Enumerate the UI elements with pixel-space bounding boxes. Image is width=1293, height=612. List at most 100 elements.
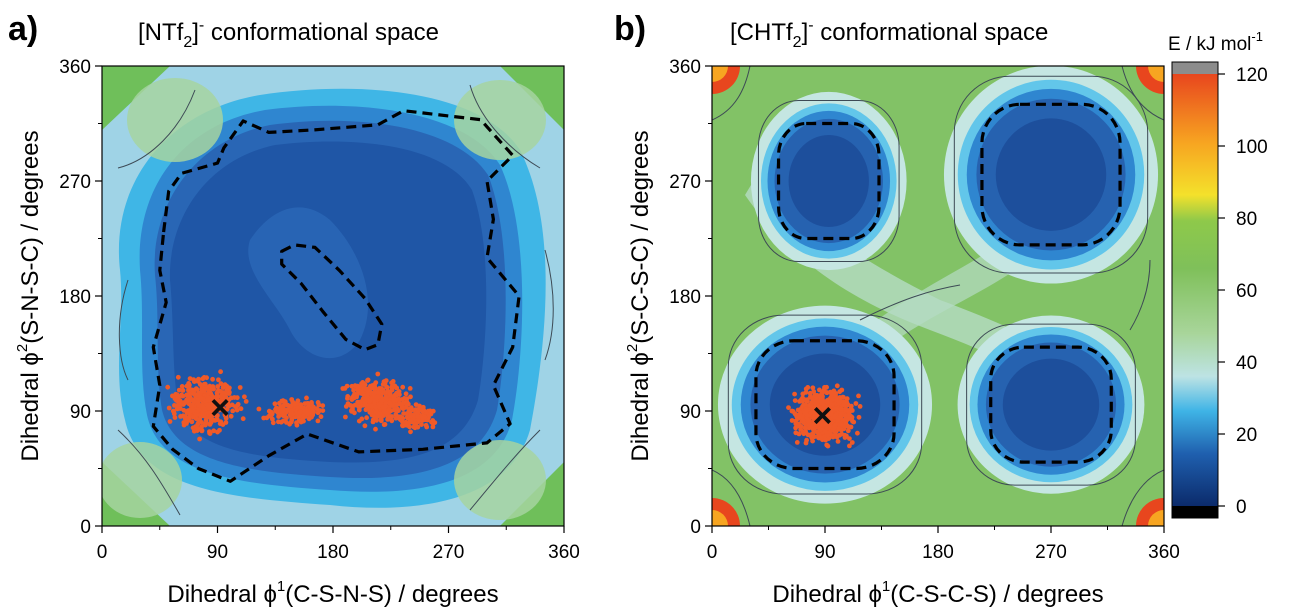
trajectory-point — [206, 389, 212, 394]
panel-a-label: a) — [8, 10, 38, 48]
trajectory-point — [243, 399, 249, 404]
trajectory-point — [387, 391, 393, 396]
trajectory-point — [824, 442, 830, 448]
colorbar-gradient — [1172, 74, 1218, 506]
trajectory-point — [315, 418, 321, 424]
colorbar-over-swatch — [1172, 62, 1218, 74]
trajectory-point — [261, 415, 267, 421]
trajectory-point — [832, 414, 837, 420]
well-core — [788, 135, 869, 227]
trajectory-point — [798, 424, 804, 429]
trajectory-point — [272, 401, 278, 407]
trajectory-point — [384, 385, 390, 390]
trajectory-point — [818, 435, 824, 440]
trajectory-point — [801, 431, 807, 437]
trajectory-point — [838, 398, 843, 404]
trajectory-point — [412, 425, 418, 431]
y-tick-label: 360 — [59, 57, 91, 78]
trajectory-point — [280, 408, 286, 414]
trajectory-point — [824, 433, 830, 438]
trajectory-point — [389, 418, 395, 424]
trajectory-point — [226, 397, 232, 403]
trajectory-point — [405, 401, 411, 407]
trajectory-point — [210, 417, 216, 423]
trajectory-point — [174, 406, 180, 412]
thin-contour — [757, 100, 900, 262]
trajectory-point — [814, 395, 820, 401]
trajectory-point — [297, 409, 303, 415]
trajectory-point — [383, 404, 388, 409]
trajectory-point — [420, 408, 425, 414]
trajectory-point — [432, 420, 438, 425]
y-tick-label: 270 — [59, 172, 91, 193]
trajectory-point — [315, 400, 321, 405]
trajectory-point — [211, 386, 217, 392]
trajectory-point — [837, 395, 843, 400]
trajectory-point — [376, 402, 382, 408]
trajectory-point — [797, 399, 802, 404]
trajectory-point — [825, 415, 831, 421]
trajectory-point — [823, 437, 828, 443]
trajectory-point — [194, 387, 200, 392]
y-tick-label: 90 — [70, 402, 91, 423]
trajectory-point — [222, 394, 228, 399]
trajectory-point — [842, 413, 848, 418]
plot-area-b — [712, 66, 1164, 526]
warm-corner-bl — [712, 510, 728, 526]
thin-contour — [966, 323, 1136, 486]
trajectory-point — [825, 399, 831, 405]
well-core — [995, 118, 1107, 231]
trajectory-point — [191, 428, 197, 434]
trajectory-point — [180, 388, 186, 393]
trajectory-point — [214, 413, 220, 419]
edge-green-a-3 — [454, 440, 546, 520]
trajectory-point — [373, 380, 379, 385]
trajectory-point — [238, 406, 244, 412]
trajectory-point — [851, 419, 857, 425]
trajectory-point — [224, 387, 230, 393]
trajectory-point — [289, 397, 295, 402]
trajectory-point — [856, 414, 862, 420]
trajectory-point — [819, 422, 825, 428]
trajectory-point — [176, 387, 182, 393]
trajectory-point — [803, 426, 808, 432]
trajectory-point — [170, 408, 176, 414]
trajectory-point — [274, 405, 279, 411]
x-tick-label: 270 — [433, 542, 465, 563]
trajectory-point — [425, 417, 430, 423]
panel-b-y-label: Dihedral ϕ2(S-C-S-C) / degrees — [624, 130, 654, 461]
plot-area-a — [102, 66, 564, 526]
trajectory-point — [828, 432, 834, 438]
trajectory-point — [789, 418, 795, 423]
trajectory-point — [855, 430, 860, 436]
trajectory-point — [837, 432, 842, 438]
trajectory-point — [389, 414, 394, 419]
trajectory-point — [211, 403, 217, 409]
trajectory-point — [365, 406, 371, 411]
trajectory-point — [218, 369, 224, 375]
trajectory-point — [289, 417, 295, 423]
x-tick-label: 90 — [207, 542, 228, 563]
ticks-a: 0 90 180 270 360 0 90 180 270 360 — [59, 57, 580, 563]
x-tick-label: 360 — [1148, 542, 1180, 563]
trajectory-point — [207, 383, 213, 389]
trajectory-point — [857, 404, 863, 409]
y-tick-label: 180 — [59, 287, 91, 308]
trajectory-point — [834, 383, 840, 389]
trajectory-point — [815, 421, 821, 427]
trajectory-point — [838, 407, 844, 412]
ticks-b: 0 90 180 270 360 0 90 180 270 360 — [669, 57, 1180, 563]
trajectory-point — [829, 412, 834, 417]
panel-a-x-label: Dihedral ϕ1(C-S-N-S) / degrees — [167, 578, 498, 608]
trajectory-point — [369, 385, 375, 391]
trajectory-point — [792, 391, 797, 397]
trajectory-point — [270, 416, 275, 422]
trajectory-point — [226, 403, 232, 409]
trajectory-point — [215, 429, 220, 435]
trajectory-point — [210, 395, 216, 400]
trajectory-point — [399, 405, 405, 411]
dashed-contour — [989, 345, 1113, 464]
trajectory-point — [216, 388, 222, 394]
trajectory-point — [216, 377, 221, 383]
trajectory-point — [198, 395, 204, 401]
